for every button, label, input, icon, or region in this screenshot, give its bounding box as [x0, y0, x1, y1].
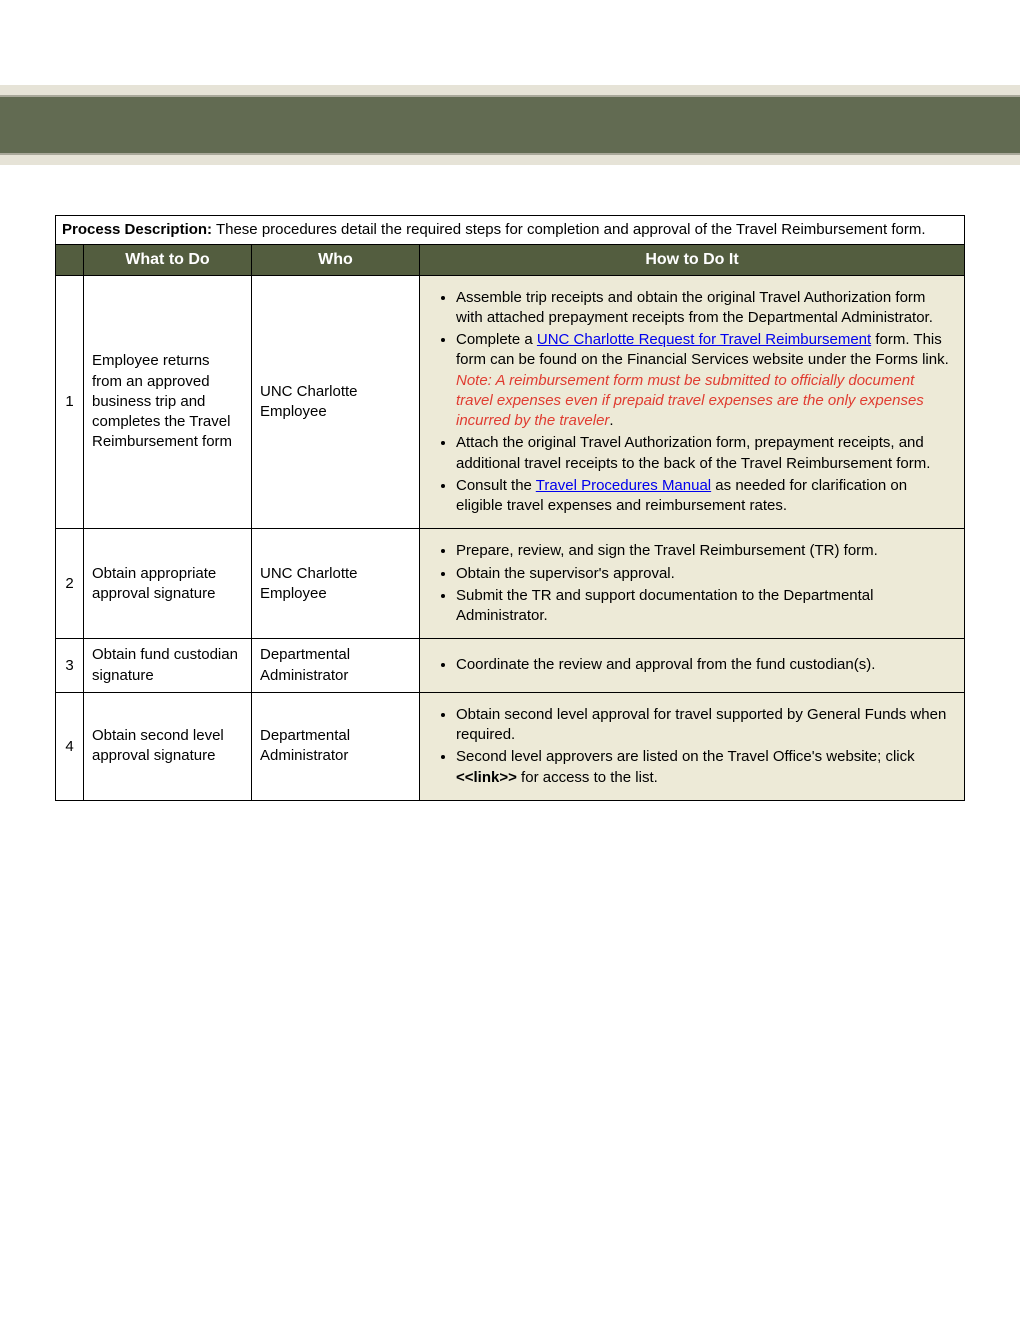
- col-header-what: What to Do: [84, 244, 252, 275]
- text-span: Consult the: [456, 477, 536, 494]
- travel-procedures-link[interactable]: Travel Procedures Manual: [536, 477, 711, 494]
- col-header-num: [56, 244, 84, 275]
- request-reimbursement-link[interactable]: UNC Charlotte Request for Travel Reimbur…: [537, 331, 871, 348]
- who-cell: Departmental Administrator: [252, 692, 420, 800]
- note-text: Note: A reimbursement form must be submi…: [456, 372, 924, 430]
- list-item: Submit the TR and support documentation …: [456, 586, 950, 627]
- list-item: Coordinate the review and approval from …: [456, 655, 950, 675]
- how-cell: Coordinate the review and approval from …: [420, 639, 965, 693]
- header-row: What to Do Who How to Do It: [56, 244, 965, 275]
- step-number: 3: [56, 639, 84, 693]
- text-span: Second level approvers are listed on the…: [456, 748, 915, 765]
- how-list: Coordinate the review and approval from …: [428, 655, 950, 675]
- col-header-how: How to Do It: [420, 244, 965, 275]
- table-row: 3 Obtain fund custodian signature Depart…: [56, 639, 965, 693]
- how-cell: Obtain second level approval for travel …: [420, 692, 965, 800]
- step-number: 4: [56, 692, 84, 800]
- process-description-text: These procedures detail the required ste…: [212, 221, 925, 238]
- list-item: Obtain second level approval for travel …: [456, 705, 950, 746]
- link-placeholder: <<link>>: [456, 769, 517, 786]
- who-cell: Departmental Administrator: [252, 639, 420, 693]
- header-banner-bar: [0, 95, 1020, 155]
- what-cell: Obtain appropriate approval signature: [84, 529, 252, 639]
- step-number: 1: [56, 275, 84, 529]
- list-item: Attach the original Travel Authorization…: [456, 433, 950, 474]
- who-cell: UNC Charlotte Employee: [252, 275, 420, 529]
- header-banner: [0, 85, 1020, 165]
- procedure-table: Process Description: These procedures de…: [55, 215, 965, 801]
- list-item: Assemble trip receipts and obtain the or…: [456, 288, 950, 329]
- list-item: Second level approvers are listed on the…: [456, 747, 950, 788]
- text-span: Complete a: [456, 331, 537, 348]
- text-span: .: [609, 412, 613, 429]
- table-row: 4 Obtain second level approval signature…: [56, 692, 965, 800]
- table-row: 2 Obtain appropriate approval signature …: [56, 529, 965, 639]
- how-list: Obtain second level approval for travel …: [428, 705, 950, 788]
- process-description-row: Process Description: These procedures de…: [56, 216, 965, 245]
- how-list: Assemble trip receipts and obtain the or…: [428, 288, 950, 517]
- list-item: Complete a UNC Charlotte Request for Tra…: [456, 330, 950, 431]
- step-number: 2: [56, 529, 84, 639]
- content-area: Process Description: These procedures de…: [0, 165, 1020, 801]
- text-span: for access to the list.: [517, 769, 658, 786]
- how-list: Prepare, review, and sign the Travel Rei…: [428, 541, 950, 626]
- what-cell: Obtain fund custodian signature: [84, 639, 252, 693]
- process-description-label: Process Description:: [62, 221, 212, 238]
- what-cell: Obtain second level approval signature: [84, 692, 252, 800]
- how-cell: Prepare, review, and sign the Travel Rei…: [420, 529, 965, 639]
- col-header-who: Who: [252, 244, 420, 275]
- how-cell: Assemble trip receipts and obtain the or…: [420, 275, 965, 529]
- list-item: Consult the Travel Procedures Manual as …: [456, 476, 950, 517]
- table-row: 1 Employee returns from an approved busi…: [56, 275, 965, 529]
- list-item: Prepare, review, and sign the Travel Rei…: [456, 541, 950, 561]
- list-item: Obtain the supervisor's approval.: [456, 564, 950, 584]
- what-cell: Employee returns from an approved busine…: [84, 275, 252, 529]
- who-cell: UNC Charlotte Employee: [252, 529, 420, 639]
